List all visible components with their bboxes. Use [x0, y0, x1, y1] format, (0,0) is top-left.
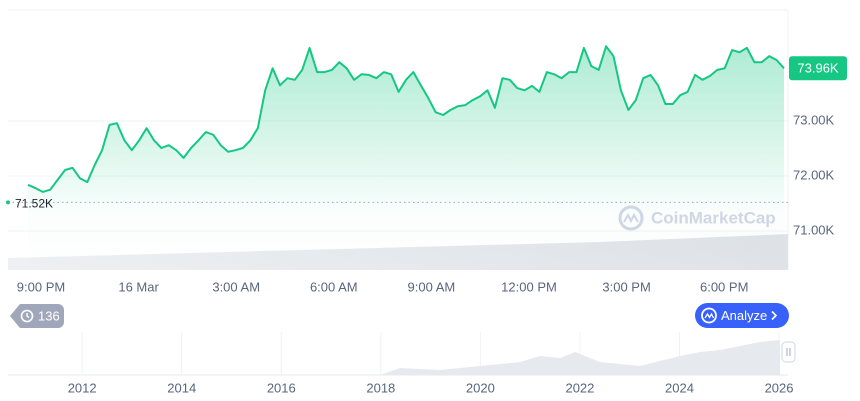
watermark: CoinMarketCap [618, 205, 776, 231]
navigator-tick-label: 2020 [466, 380, 495, 395]
open-price-label: 71.52K [15, 197, 53, 211]
y-tick-label: 73.00K [793, 112, 835, 127]
open-price-dot [6, 200, 10, 205]
watermark-text: CoinMarketCap [651, 208, 776, 227]
y-tick-label: 71.00K [793, 222, 835, 237]
history-count: 136 [38, 308, 60, 323]
x-tick-label: 16 Mar [118, 279, 159, 294]
last-price-tag [789, 56, 847, 81]
navigator-tick-label: 2014 [167, 380, 196, 395]
navigator-tick-label: 2016 [267, 380, 296, 395]
price-area [28, 46, 784, 270]
main-plot: 71.00K 72.00K 73.00K 9:00 PM 16 Mar 3:00 AM 6:… [6, 45, 847, 294]
x-tick-label: 3:00 AM [212, 279, 260, 294]
x-tick-label: 6:00 PM [700, 279, 748, 294]
x-tick-label: 9:00 PM [17, 279, 65, 294]
x-tick-label: 9:00 AM [408, 279, 456, 294]
history-badge[interactable]: 136 [10, 304, 64, 328]
x-tick-label: 12:00 PM [501, 279, 557, 294]
price-line [27, 45, 785, 193]
analyze-button[interactable]: Analyze [695, 303, 789, 328]
x-tick-label: 3:00 PM [602, 279, 650, 294]
navigator-handle[interactable] [781, 341, 796, 363]
navigator-tick-label: 2018 [366, 380, 395, 395]
x-tick-label: 6:00 AM [310, 279, 358, 294]
navigator-tick-label: 2022 [565, 380, 594, 395]
last-price-label: 73.96K [797, 61, 839, 76]
navigator-tick-label: 2024 [665, 380, 694, 395]
navigator-area [8, 340, 780, 375]
y-tick-label: 72.00K [793, 167, 835, 182]
analyze-label: Analyze [721, 308, 767, 323]
navigator-tick-label: 2026 [765, 380, 794, 395]
navigator-tick-label: 2012 [68, 380, 97, 395]
